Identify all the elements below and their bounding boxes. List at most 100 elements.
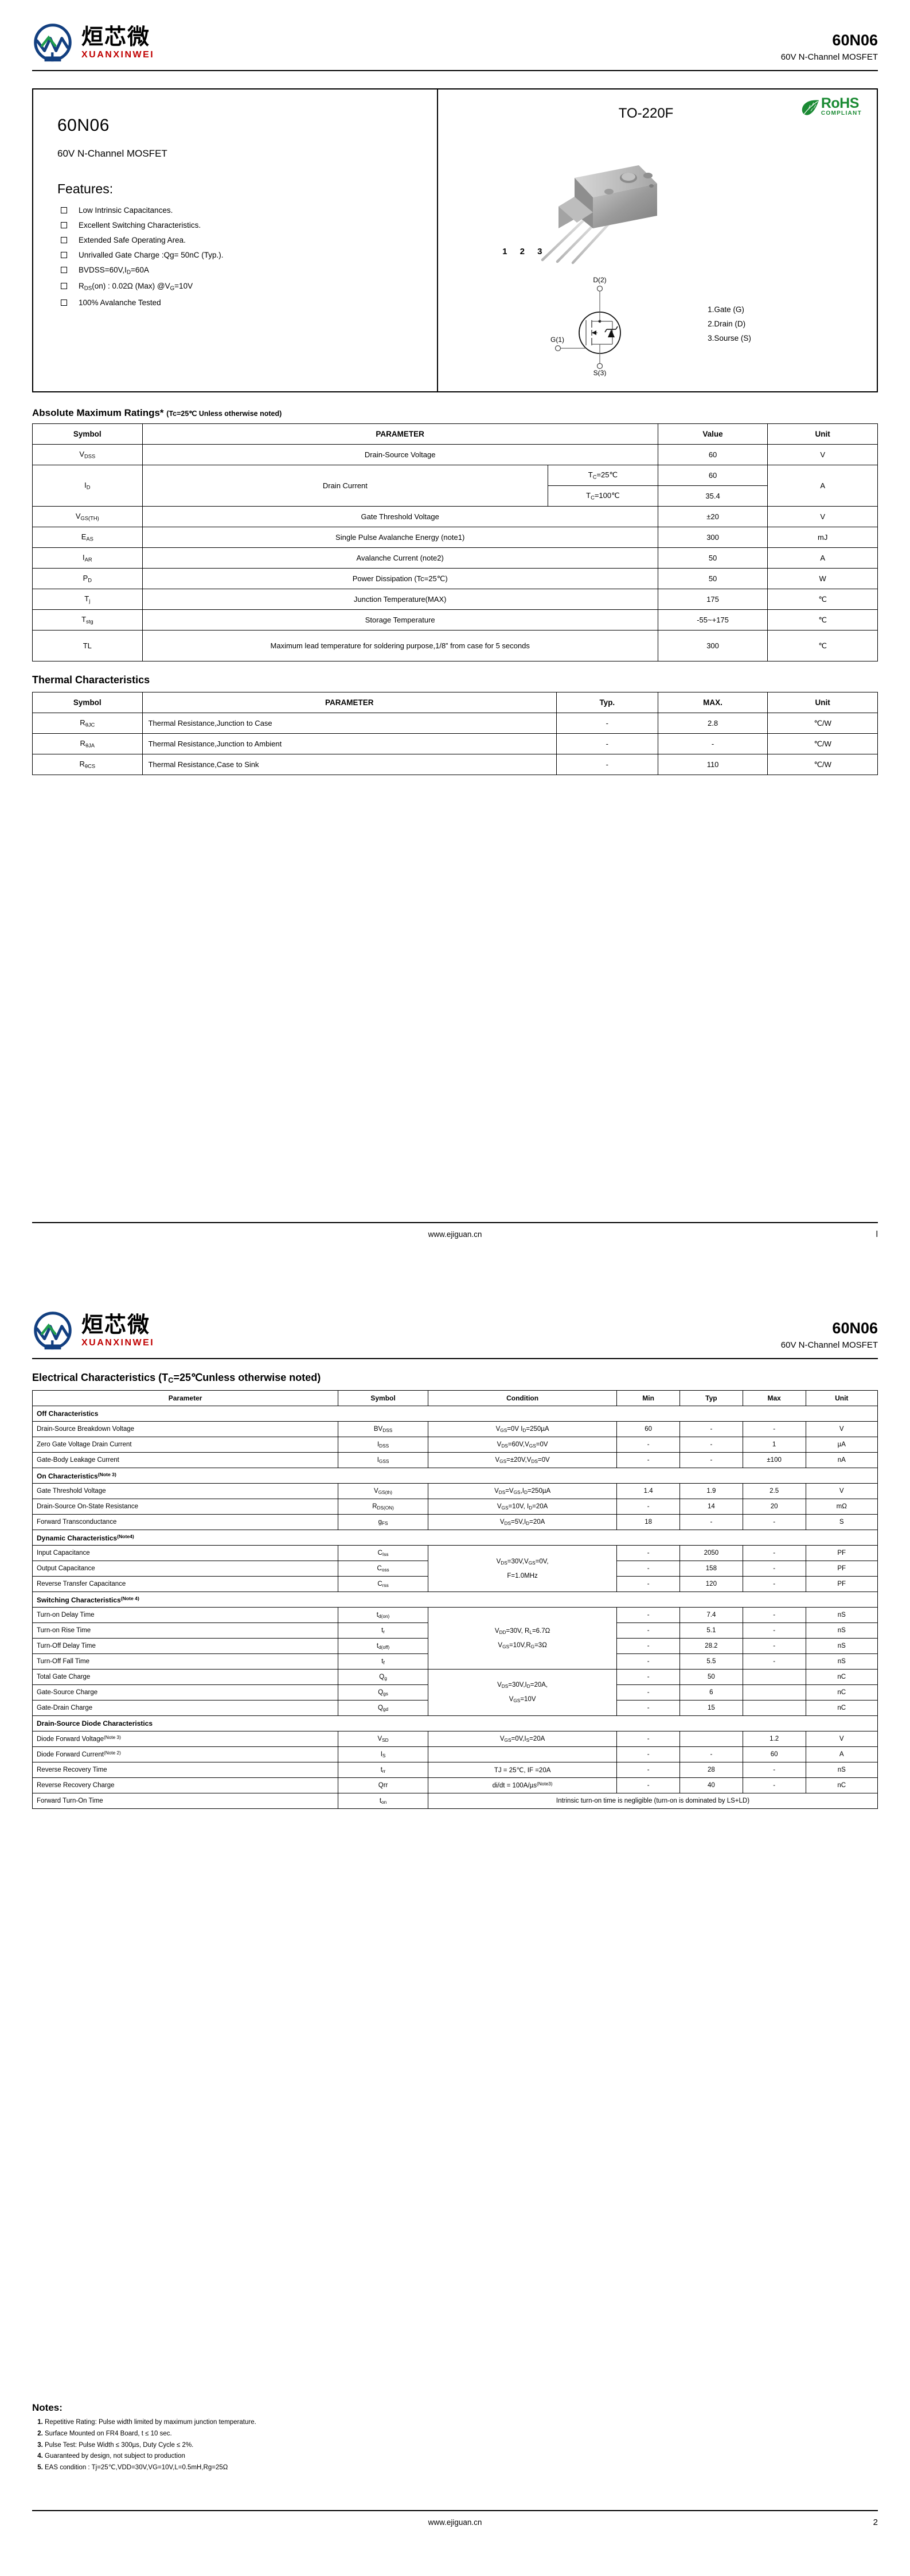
overview-box: 60N06 60V N-Channel MOSFET Features: Low… — [32, 88, 878, 392]
cell-min: - — [616, 1622, 680, 1639]
checkbox-icon — [61, 237, 67, 243]
cell-condition: TC=100℃ — [548, 485, 658, 507]
cell-condition: TC=25℃ — [548, 465, 658, 486]
cell-max: 2.8 — [657, 713, 768, 734]
cell-value: 60 — [657, 444, 768, 465]
datasheet-page-2: 烜芯微 XUANXINWEI 60N06 60V N-Channel MOSFE… — [0, 1288, 910, 2576]
cell-unit: ℃/W — [767, 713, 878, 734]
checkbox-icon — [61, 267, 67, 273]
cell-symbol: tf — [338, 1653, 428, 1670]
cell-symbol: IGSS — [338, 1452, 428, 1469]
cell-condition: di/dt = 100A/µs(Note3) — [427, 1777, 618, 1794]
cell-max: 1.2 — [742, 1731, 806, 1748]
col-symbol: Symbol — [338, 1390, 428, 1407]
table-row: Tstg Storage Temperature -55~+175 ℃ — [32, 609, 878, 631]
cell-min: 1.4 — [616, 1483, 680, 1500]
cell-parameter: Drain-Source On-State Resistance — [32, 1499, 339, 1515]
cell-symbol: td(on) — [338, 1607, 428, 1624]
cell-parameter: Drain-Source Breakdown Voltage — [32, 1421, 339, 1438]
brand-logo: 烜芯微 XUANXINWEI — [32, 1310, 154, 1351]
rohs-badge: RoHS COMPLIANT — [800, 96, 862, 116]
cell-unit: ℃/W — [767, 733, 878, 754]
cell-unit: V — [767, 444, 878, 465]
cell-parameter: Avalanche Current (note2) — [142, 547, 658, 569]
overview-left: 60N06 60V N-Channel MOSFET Features: Low… — [33, 90, 439, 391]
cell-unit: nA — [805, 1452, 878, 1469]
cell-max: 110 — [657, 754, 768, 775]
cell-symbol: RDS(ON) — [338, 1499, 428, 1515]
page-header: 烜芯微 XUANXINWEI 60N06 60V N-Channel MOSFE… — [0, 0, 910, 68]
group-title: Switching Characteristics(Note 4) — [32, 1591, 878, 1608]
cell-max: - — [742, 1638, 806, 1655]
cell-typ: 28 — [679, 1762, 743, 1779]
table-row: Turn-on Delay Time td(on) VDD=30V, RL=6.7Ω… — [32, 1607, 878, 1670]
footer-url[interactable]: www.ejiguan.cn — [428, 2518, 482, 2527]
cell-unit: nC — [805, 1684, 878, 1701]
cell-typ: 28.2 — [679, 1638, 743, 1655]
abs-max-note: (Tc=25℃ Unless otherwise noted) — [166, 410, 282, 418]
table-row: RθCS Thermal Resistance,Case to Sink -110 ℃… — [32, 754, 878, 775]
cell-condition: VDS=5V,ID=20A — [427, 1514, 618, 1531]
cell-parameter: Gate-Source Charge — [32, 1684, 339, 1701]
cell-unit: mJ — [767, 527, 878, 548]
rohs-compliant: COMPLIANT — [821, 110, 862, 116]
table-row: Gate-Drain Charge Qgd -15 nC — [32, 1700, 878, 1717]
features-list: Low Intrinsic Capacitances. Excellent Swi… — [53, 206, 417, 307]
page-2-footer: www.ejiguan.cn 2 — [0, 2510, 910, 2527]
cell-unit: A — [767, 547, 878, 569]
footer-divider — [32, 2510, 878, 2511]
table-group-row: Dynamic Characteristics(Note4) — [32, 1530, 878, 1546]
cell-unit: W — [767, 568, 878, 589]
cell-typ: - — [679, 1452, 743, 1469]
cell-min: - — [616, 1452, 680, 1469]
cell-parameter: Turn-on Delay Time — [32, 1607, 339, 1624]
feature-item: BVDSS=60V,ID=60A — [61, 266, 417, 275]
cell-min: - — [616, 1437, 680, 1453]
col-typ: Typ — [679, 1390, 743, 1407]
feature-item: Excellent Switching Characteristics. — [61, 221, 417, 229]
table-row: Drain-Source Breakdown Voltage BVDSS VGS=0… — [32, 1421, 878, 1438]
cell-unit: nC — [805, 1777, 878, 1794]
table-group-row: On Characteristics(Note 3) — [32, 1468, 878, 1484]
electrical-heading-part1: Electrical Characteristics (T — [32, 1372, 169, 1383]
checkbox-icon — [61, 222, 67, 228]
table-row: Tj Junction Temperature(MAX) 175 ℃ — [32, 589, 878, 610]
cell-unit: V — [805, 1421, 878, 1438]
feature-item: Unrivalled Gate Charge :Qg= 50nC (Typ.). — [61, 251, 417, 259]
cell-min: - — [616, 1638, 680, 1655]
pin-item-2: 2.Drain (D) — [708, 319, 746, 328]
col-max: Max — [742, 1390, 806, 1407]
page-header: 烜芯微 XUANXINWEI 60N06 60V N-Channel MOSFE… — [0, 1288, 910, 1356]
brand-text-block: 烜芯微 XUANXINWEI — [81, 1314, 154, 1348]
cell-parameter: Diode Forward Current(Note 2) — [32, 1746, 339, 1763]
cell-min: - — [616, 1499, 680, 1515]
cell-max: - — [742, 1514, 806, 1531]
table-row: Zero Gate Voltage Drain Current IDSS VDS=6… — [32, 1437, 878, 1453]
svg-text:S(3): S(3) — [593, 369, 607, 376]
cell-parameter: Diode Forward Voltage(Note 3) — [32, 1731, 339, 1748]
notes-list: Repetitive Rating: Pulse width limited b… — [32, 2417, 878, 2474]
cell-typ: 2050 — [679, 1545, 743, 1562]
cell-parameter: Gate Threshold Voltage — [32, 1483, 339, 1500]
table-row: IAR Avalanche Current (note2) 50 A — [32, 547, 878, 569]
cell-min: - — [616, 1762, 680, 1779]
cell-unit: PF — [805, 1576, 878, 1593]
svg-text:D(2): D(2) — [593, 276, 606, 284]
feature-text: BVDSS=60V,ID=60A — [79, 266, 149, 276]
table-row: PD Power Dissipation (Tc=25℃) 50 W — [32, 568, 878, 589]
table-row: Drain-Source On-State Resistance RDS(ON) V… — [32, 1499, 878, 1515]
table-row: Forward Turn-On Time ton Intrinsic turn-on… — [32, 1793, 878, 1810]
cell-typ: 5.5 — [679, 1653, 743, 1670]
table-group-row: Drain-Source Diode Characteristics — [32, 1715, 878, 1732]
cell-symbol: IS — [338, 1746, 428, 1763]
pin-item-3: 3.Sourse (S) — [708, 333, 751, 343]
header-divider — [32, 70, 878, 71]
footer-url[interactable]: www.ejiguan.cn — [428, 1230, 482, 1239]
cell-typ: 120 — [679, 1576, 743, 1593]
checkbox-icon — [61, 283, 67, 290]
table-row: TC=100℃ 35.4 — [33, 485, 878, 507]
page-1-footer: www.ejiguan.cn l — [0, 1222, 910, 1239]
cell-value: -55~+175 — [657, 609, 768, 631]
company-logo-icon — [32, 1310, 73, 1351]
table-row: Diode Forward Current(Note 2) IS - -60 A — [32, 1746, 878, 1763]
